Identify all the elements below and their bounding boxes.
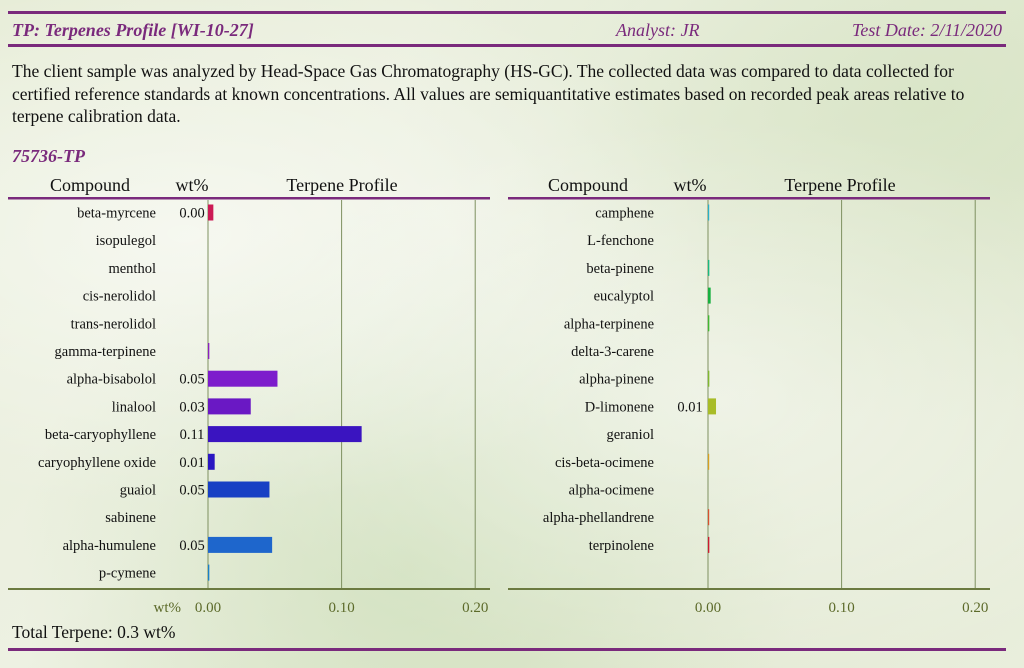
chart-svg: Compound wt% Terpene Profile 0.00 0.10 0.20 ca…	[508, 175, 990, 616]
report-title: TP: Terpenes Profile [WI-10-27]	[12, 20, 254, 40]
compound-label: D-limonene	[585, 399, 654, 415]
wt-column-header: wt%	[674, 175, 707, 195]
x-axis-line	[508, 588, 990, 590]
report-header: TP: Terpenes Profile [WI-10-27] Analyst:…	[12, 20, 1002, 44]
terpene-chart-left: Compound wt% Terpene Profile 0.00 0.10 0.20 wt…	[0, 170, 500, 616]
wt-column-header: wt%	[176, 175, 209, 195]
compound-label: alpha-bisabolol	[67, 372, 156, 388]
bar-beta-pinene	[708, 259, 710, 276]
x-tick-label: 0.20	[462, 600, 488, 616]
bar-linalool	[208, 398, 251, 415]
test-date-label: Test Date: 2/11/2020	[851, 20, 1002, 40]
chart-svg: Compound wt% Terpene Profile 0.00 0.10 0.20 wt…	[8, 175, 490, 616]
wt-value-label: 0.05	[179, 483, 204, 499]
compound-column-header: Compound	[50, 175, 130, 195]
compound-label: trans-nerolidol	[71, 316, 156, 332]
compound-label: terpinolene	[589, 538, 654, 554]
bar-alpha-bisabolol	[208, 370, 278, 387]
compound-label: delta-3-carene	[571, 344, 654, 360]
compound-label: guaiol	[120, 483, 156, 499]
header-underline	[508, 197, 990, 200]
compound-label: L-fenchone	[587, 233, 654, 249]
wt-value-label: 0.00	[179, 206, 204, 222]
compound-label: geraniol	[606, 427, 654, 443]
bar-alpha-pinene	[708, 370, 710, 387]
compound-label: alpha-pinene	[579, 372, 654, 388]
compound-label: menthol	[108, 261, 156, 277]
compound-label: alpha-terpinene	[564, 316, 654, 332]
method-description: The client sample was analyzed by Head-S…	[12, 61, 965, 126]
bar-caryophyllene oxide	[208, 453, 215, 470]
compound-label: beta-caryophyllene	[45, 427, 156, 443]
wt-value-label: 0.05	[179, 372, 204, 388]
compound-label: beta-pinene	[586, 261, 654, 277]
compound-label: alpha-ocimene	[569, 483, 654, 499]
wt-value-label: 0.01	[677, 399, 702, 415]
header-underline	[8, 197, 490, 200]
bar-terpinolene	[708, 536, 710, 553]
compound-label: beta-myrcene	[77, 206, 156, 222]
compound-label: gamma-terpinene	[55, 344, 156, 360]
wt-value-label: 0.05	[179, 538, 204, 554]
x-tick-label: 0.10	[828, 600, 854, 616]
compound-label: alpha-humulene	[63, 538, 156, 554]
x-tick-label: 0.00	[695, 600, 721, 616]
x-tick-label: 0.20	[962, 600, 988, 616]
terpene-chart-right: Compound wt% Terpene Profile 0.00 0.10 0.20 ca…	[500, 170, 1000, 616]
bar-beta-caryophyllene	[208, 426, 362, 443]
compound-label: eucalyptol	[594, 289, 654, 305]
bar-alpha-terpinene	[708, 315, 710, 332]
compound-label: cis-beta-ocimene	[555, 455, 654, 471]
compound-column-header: Compound	[548, 175, 628, 195]
profile-column-header: Terpene Profile	[784, 175, 895, 195]
bar-p-cymene	[208, 564, 210, 581]
x-tick-label: 0.10	[328, 600, 354, 616]
bar-cis-beta-ocimene	[708, 453, 710, 470]
top-rule	[8, 11, 1006, 14]
bar-gamma-terpinene	[208, 343, 210, 359]
bar-guaiol	[208, 481, 270, 498]
profile-column-header: Terpene Profile	[286, 175, 397, 195]
compound-label: caryophyllene oxide	[38, 455, 156, 471]
compound-label: alpha-phellandrene	[543, 510, 654, 526]
analyst-label: Analyst: JR	[616, 20, 700, 40]
bar-eucalyptol	[708, 287, 711, 304]
compound-label: camphene	[595, 206, 654, 222]
sample-id: 75736-TP	[12, 146, 85, 166]
compound-label: sabinene	[105, 510, 156, 526]
compound-label: isopulegol	[96, 233, 156, 249]
bar-camphene	[708, 204, 710, 221]
bottom-rule	[8, 648, 1006, 651]
x-axis-unit-label: wt%	[154, 600, 182, 616]
bar-D-limonene	[708, 398, 717, 415]
x-tick-label: 0.00	[195, 600, 221, 616]
header-rule	[8, 44, 1006, 47]
bar-beta-myrcene	[208, 204, 214, 221]
bar-alpha-humulene	[208, 536, 273, 553]
compound-label: cis-nerolidol	[83, 289, 156, 305]
compound-label: linalool	[112, 399, 156, 415]
total-terpene: Total Terpene: 0.3 wt%	[12, 622, 176, 642]
bar-alpha-phellandrene	[708, 509, 710, 526]
wt-value-label: 0.01	[179, 455, 204, 471]
x-axis-line	[8, 588, 490, 590]
wt-value-label: 0.11	[180, 427, 205, 443]
wt-value-label: 0.03	[179, 399, 204, 415]
compound-label: p-cymene	[99, 566, 156, 582]
